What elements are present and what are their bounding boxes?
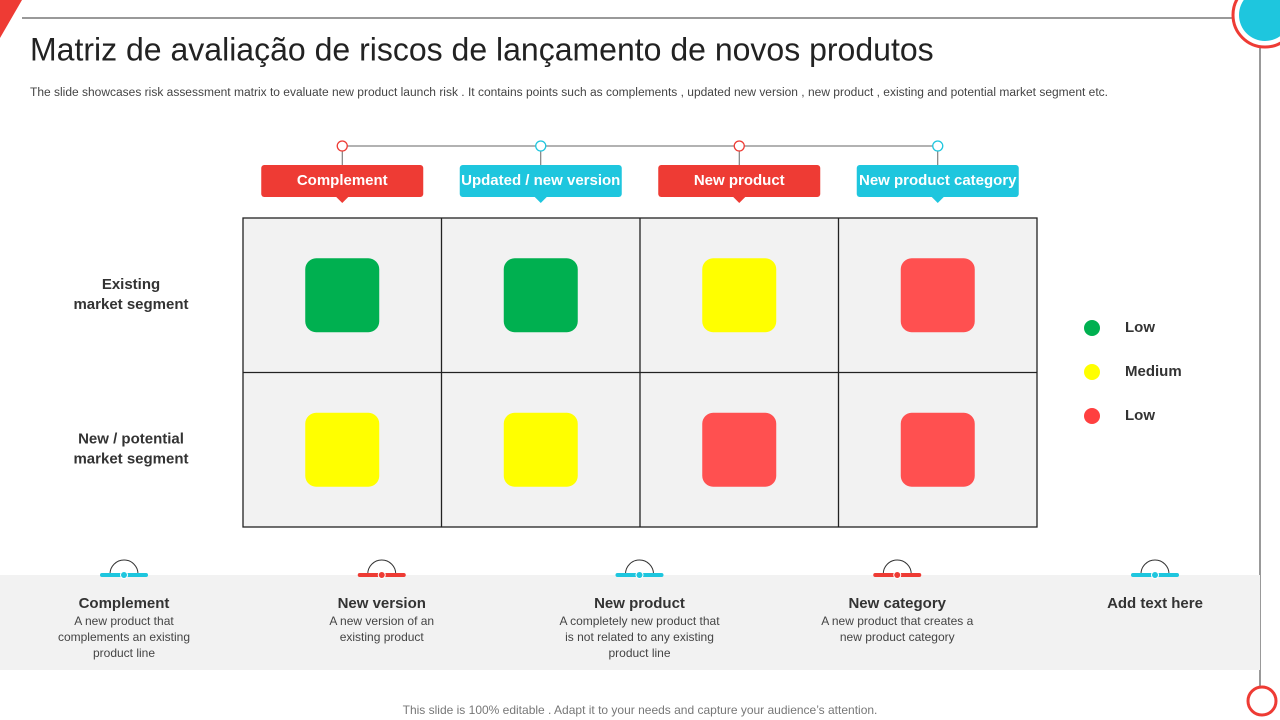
item-text: is not related to any existing (565, 630, 714, 644)
column-header-label: New product category (859, 172, 1017, 189)
column-header (459, 165, 622, 197)
legend-dot (1084, 408, 1100, 424)
title: Matriz de avaliação de riscos de lançame… (30, 31, 934, 67)
risk-cell (503, 258, 578, 333)
item-icon-arc (109, 559, 139, 575)
item-icon-arc (367, 559, 397, 575)
item-icon-arc (625, 559, 654, 575)
item-icon-arc (882, 559, 912, 575)
item-text: product line (93, 646, 155, 660)
item-title: Complement (79, 595, 170, 612)
row-label: New / potential (78, 431, 184, 448)
item-text: product line (608, 646, 670, 660)
risk-cell (900, 258, 975, 333)
header-pointer (534, 197, 547, 203)
item-text: A new version of an (329, 614, 434, 628)
item-text: existing product (340, 630, 425, 644)
footer: This slide is 100% editable . Adapt it t… (403, 703, 878, 717)
legend-label: Low (1125, 319, 1155, 336)
column-header (261, 165, 424, 197)
legend-dot (1084, 320, 1100, 336)
risk-cell (503, 412, 578, 487)
connector-dot (733, 140, 745, 152)
item-text: complements an existing (58, 630, 190, 644)
risk-cell (702, 258, 777, 333)
item-title: Add text here (1107, 595, 1203, 612)
header-pointer (931, 197, 944, 203)
risk-cell (702, 412, 777, 487)
item-title: New version (338, 595, 426, 612)
item-icon-dot (377, 571, 386, 579)
column-header-label: Complement (297, 172, 388, 189)
corner-circle (1246, 685, 1278, 717)
header-pointer (733, 197, 746, 203)
connector-dot (535, 140, 547, 152)
legend-label: Low (1125, 407, 1155, 424)
risk-cell (900, 412, 975, 487)
item-text: A new product that creates a (821, 614, 973, 628)
risk-cell (305, 412, 380, 487)
item-text: A new product that (74, 614, 174, 628)
item-title: New product (594, 595, 685, 612)
corner-circle (1239, 0, 1280, 41)
row-label: market segment (73, 451, 188, 468)
column-header (658, 165, 821, 197)
legend-label: Medium (1125, 363, 1182, 380)
column-header (856, 165, 1019, 197)
header-pointer (336, 197, 349, 203)
item-icon-dot (120, 571, 128, 579)
risk-cell (305, 258, 380, 333)
connector-dot (336, 140, 348, 152)
subtitle: The slide showcases risk assessment matr… (30, 87, 1108, 99)
item-icon-dot (635, 571, 644, 579)
item-title: New category (848, 595, 946, 612)
legend-dot (1084, 364, 1100, 380)
item-icon-arc (1140, 559, 1170, 575)
item-text: new product category (840, 630, 955, 644)
column-header-label: New product (694, 172, 785, 189)
corner-decoration (0, 0, 22, 38)
connector-dot (932, 140, 944, 152)
item-icon-dot (1151, 571, 1159, 579)
item-icon-dot (893, 571, 902, 579)
row-label: market segment (73, 296, 188, 313)
row-label: Existing (102, 276, 160, 293)
item-text: A completely new product that (559, 614, 720, 628)
column-header-label: Updated / new version (461, 172, 620, 189)
description-band (0, 575, 1260, 670)
